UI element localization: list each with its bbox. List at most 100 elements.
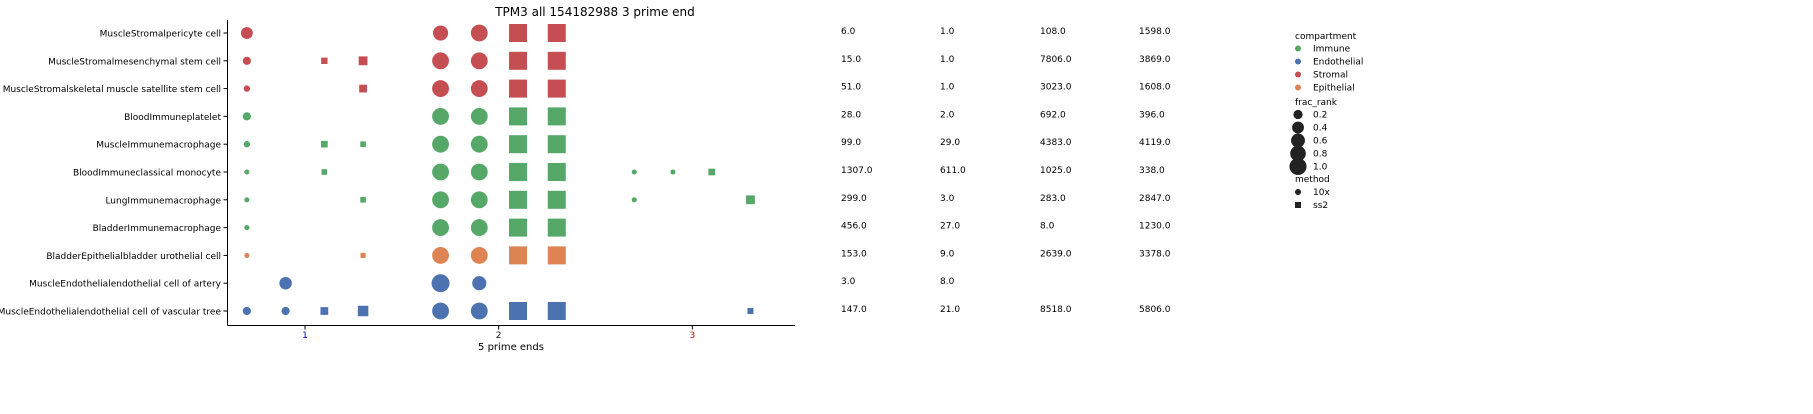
table-cell: 2847.0: [1139, 194, 1171, 204]
table-cell: 9.0: [940, 249, 955, 259]
x-axis-label: 5 prime ends: [478, 342, 544, 353]
table-cell: 1025.0: [1040, 166, 1072, 176]
legend-compartment-title: compartment: [1295, 32, 1357, 42]
table-cell: 3023.0: [1040, 83, 1072, 93]
table-cell: 29.0: [940, 138, 960, 148]
data-point-square: [547, 107, 566, 126]
chart-title: TPM3 all 154182988 3 prime end: [494, 5, 695, 19]
data-point-square: [547, 79, 566, 98]
legend-compartment-label: Stromal: [1313, 71, 1348, 81]
data-point-circle: [432, 52, 449, 70]
y-tick-label: MuscleStromalmesenchymal stem cell: [48, 57, 221, 67]
table-cell: 28.0: [841, 110, 861, 120]
data-point-square: [509, 107, 528, 126]
table-cell: 2.0: [940, 110, 955, 120]
data-point-circle: [431, 274, 450, 293]
data-point-square: [747, 308, 754, 314]
x-tick-label: 3: [689, 331, 695, 341]
table-cell: 3378.0: [1139, 249, 1171, 259]
data-point-circle: [432, 135, 449, 153]
table-cell: 108.0: [1040, 27, 1066, 37]
table-cell: 1.0: [940, 27, 955, 37]
table-cell: 51.0: [841, 83, 861, 93]
table-cell: 456.0: [841, 222, 867, 232]
data-point-circle: [432, 219, 449, 237]
data-point-circle: [470, 163, 488, 181]
table-cell: 8.0: [1040, 222, 1055, 232]
data-point-circle: [433, 25, 449, 41]
x-tick-label: 1: [302, 331, 308, 341]
legend-size-label: 1.0: [1313, 163, 1328, 173]
data-point-square: [547, 246, 566, 265]
data-point-square: [360, 141, 366, 147]
data-point-square: [357, 305, 369, 317]
data-point-circle: [472, 276, 487, 291]
y-tick-label: MuscleImmunemacrophage: [96, 141, 221, 151]
data-point-circle: [432, 107, 449, 125]
data-point-square: [746, 195, 755, 205]
legend-size-marker: [1293, 109, 1303, 120]
y-tick-label: MuscleEndothelialendothelial cell of vas…: [0, 308, 221, 318]
y-tick-label: MuscleEndothelialendothelial cell of art…: [29, 280, 222, 290]
value-table: 6.0 1.0 108.0 1598.0 15.0 1.0 7806.0 3869.0 51.0…: [841, 27, 1171, 315]
table-cell: 283.0: [1040, 194, 1066, 204]
data-point-circle: [631, 169, 637, 175]
data-point-circle: [470, 52, 488, 70]
data-point-square: [547, 190, 566, 209]
data-point-circle: [242, 112, 251, 121]
legend-compartment-label: Epithelial: [1313, 84, 1355, 94]
table-cell: 338.0: [1139, 166, 1165, 176]
table-cell: 3.0: [841, 277, 856, 287]
data-point-square: [321, 140, 328, 148]
data-point-circle: [244, 169, 250, 175]
table-cell: 1.0: [940, 55, 955, 65]
data-point-square: [547, 302, 566, 320]
data-point-square: [509, 218, 528, 237]
data-point-circle: [244, 197, 250, 203]
data-point-circle: [432, 80, 449, 98]
legend-size-label: 0.2: [1313, 111, 1327, 121]
legend-compartment-marker: [1295, 58, 1301, 65]
y-tick-label: MuscleStromalskeletal muscle satellite s…: [3, 85, 221, 95]
table-cell: 299.0: [841, 194, 867, 204]
data-point-square: [509, 190, 528, 209]
data-point-square: [547, 163, 566, 181]
legend-method-label: 10x: [1313, 188, 1330, 198]
x-ticks: 1 2 3: [302, 325, 695, 341]
table-cell: 1608.0: [1139, 83, 1171, 93]
legend-size-label: 0.8: [1313, 150, 1328, 160]
table-cell: 396.0: [1139, 110, 1165, 120]
data-point-circle: [432, 163, 449, 181]
data-point-circle: [470, 191, 488, 209]
data-point-square: [509, 79, 528, 98]
table-cell: 27.0: [940, 222, 960, 232]
legend-size-title: frac_rank: [1295, 98, 1338, 108]
table-cell: 5806.0: [1139, 305, 1171, 315]
table-cell: 1598.0: [1139, 27, 1171, 37]
data-point-circle: [279, 276, 292, 290]
data-point-square: [547, 51, 566, 70]
data-point-square: [509, 302, 528, 320]
legend-method-title: method: [1295, 175, 1330, 185]
data-point-square: [321, 169, 328, 175]
data-point-square: [509, 135, 528, 154]
table-cell: 7806.0: [1040, 55, 1072, 65]
table-cell: 99.0: [841, 138, 861, 148]
y-tick-label: LungImmunemacrophage: [105, 196, 221, 206]
legend-method-marker: [1295, 202, 1301, 208]
data-point-circle: [243, 141, 251, 148]
data-point-circle: [244, 252, 250, 258]
legend-size-label: 0.4: [1313, 124, 1328, 134]
table-cell: 3.0: [940, 194, 955, 204]
table-cell: 8518.0: [1040, 305, 1072, 315]
table-cell: 153.0: [841, 249, 867, 259]
table-cell: 3869.0: [1139, 55, 1171, 65]
table-cell: 8.0: [940, 277, 955, 287]
legend-compartment-marker: [1295, 84, 1301, 91]
data-point-square: [360, 252, 366, 258]
legend-compartment-label: Endothelial: [1313, 58, 1363, 68]
data-point-circle: [470, 219, 488, 237]
data-point-circle: [470, 135, 488, 153]
data-point-square: [321, 57, 328, 64]
